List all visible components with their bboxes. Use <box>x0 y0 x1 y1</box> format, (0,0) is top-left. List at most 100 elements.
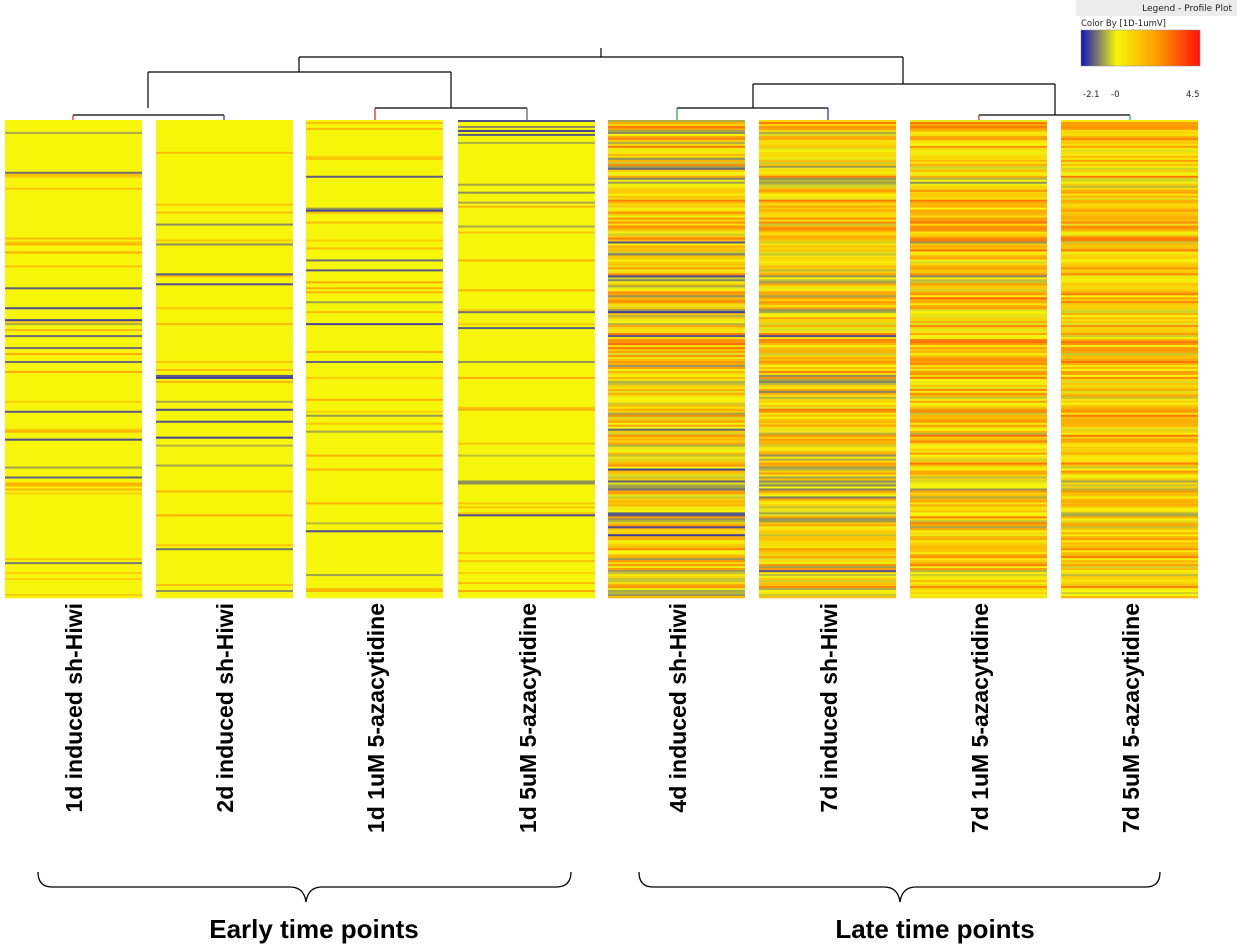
heatmap-cell <box>608 219 745 222</box>
heatmap-cell <box>458 275 595 278</box>
heatmap-cell <box>5 245 142 248</box>
heatmap-cell <box>759 249 896 252</box>
heatmap-cell <box>759 546 896 549</box>
heatmap-cell <box>5 566 142 569</box>
heatmap-cell <box>5 237 142 240</box>
heatmap-cell <box>910 319 1047 322</box>
heatmap-cell <box>1061 524 1198 527</box>
heatmap-cell <box>608 434 745 437</box>
heatmap-cell <box>1061 293 1198 296</box>
column-label-4: 1d 5uM 5-azacytidine <box>515 603 541 833</box>
heatmap-cell <box>759 203 896 206</box>
heatmap-cell <box>759 446 896 449</box>
heatmap-cell <box>5 466 142 469</box>
heatmap-cell <box>1061 187 1198 191</box>
heatmap-cell <box>306 271 443 274</box>
heatmap-cell <box>306 177 443 181</box>
heatmap-cell <box>156 257 293 260</box>
heatmap-cell <box>156 355 293 358</box>
heatmap-cell <box>608 386 745 390</box>
heatmap-cell <box>608 263 745 266</box>
heatmap-cell <box>458 265 595 268</box>
heatmap-cell <box>1061 193 1198 196</box>
heatmap-cell <box>156 347 293 350</box>
heatmap-cell <box>1061 359 1198 362</box>
heatmap-cell <box>608 514 745 517</box>
heatmap-cell <box>759 213 896 216</box>
heatmap-cell <box>910 392 1047 396</box>
heatmap-cell <box>156 275 293 278</box>
heatmap-cell <box>1061 221 1198 224</box>
heatmap-cell <box>5 297 142 300</box>
heatmap-cell <box>306 428 443 431</box>
heatmap-cell <box>458 143 595 147</box>
heatmap-cell <box>1061 205 1198 208</box>
heatmap-cell <box>156 468 293 471</box>
heatmap-cell <box>910 364 1047 368</box>
heatmap-cell <box>910 191 1047 194</box>
heatmap-cell <box>458 221 595 224</box>
heatmap-cell <box>759 438 896 441</box>
heatmap-cell <box>1061 247 1198 250</box>
heatmap-cell <box>156 259 293 262</box>
heatmap-cell <box>910 175 1047 179</box>
heatmap-cell <box>1061 392 1198 396</box>
heatmap-cell <box>306 556 443 559</box>
heatmap-cell <box>759 229 896 232</box>
heatmap-cell <box>306 339 443 342</box>
heatmap-cell <box>910 452 1047 455</box>
heatmap-cell <box>759 522 896 525</box>
heatmap-cell <box>156 550 293 553</box>
heatmap-cell <box>759 161 896 165</box>
heatmap-cell <box>1061 163 1198 167</box>
heatmap-cell <box>759 279 896 282</box>
heatmap-cell <box>759 510 896 513</box>
heatmap-cell <box>458 151 595 155</box>
heatmap-cell <box>759 131 896 135</box>
heatmap-cell <box>759 436 896 439</box>
heatmap-cell <box>5 574 142 577</box>
heatmap-cell <box>156 331 293 334</box>
heatmap-cell <box>156 558 293 561</box>
heatmap-cell <box>608 576 745 579</box>
heatmap-cell <box>1061 382 1198 386</box>
heatmap-cell <box>1061 556 1198 559</box>
heatmap-cell <box>608 120 745 123</box>
heatmap-cell <box>5 163 142 167</box>
heatmap-cell <box>306 351 443 354</box>
heatmap-cell <box>458 277 595 280</box>
heatmap-cell <box>458 422 595 426</box>
heatmap-cell <box>1061 590 1198 593</box>
heatmap-cell <box>458 245 595 248</box>
heatmap-cell <box>156 364 293 368</box>
heatmap-cell <box>759 243 896 246</box>
heatmap-cell <box>156 394 293 398</box>
heatmap-cell <box>608 422 745 426</box>
heatmap-cell <box>910 201 1047 204</box>
heatmap-cell <box>608 181 745 185</box>
heatmap-cell <box>5 384 142 388</box>
heatmap-cell <box>306 588 443 591</box>
heatmap-cell <box>759 562 896 565</box>
heatmap-cell <box>910 566 1047 569</box>
heatmap-cell <box>1061 442 1198 445</box>
heatmap-cell <box>1061 532 1198 535</box>
heatmap-cell <box>458 123 595 127</box>
heatmap-cell <box>458 227 595 230</box>
heatmap-cell <box>910 432 1047 435</box>
heatmap-cell <box>306 239 443 242</box>
heatmap-cell <box>458 169 595 173</box>
heatmap-cell <box>759 576 896 579</box>
heatmap-cell <box>759 135 896 139</box>
heatmap-cell <box>458 522 595 525</box>
heatmap-cell <box>759 273 896 276</box>
heatmap-cell <box>608 414 745 418</box>
heatmap-cell <box>608 343 745 346</box>
heatmap-cell <box>306 438 443 441</box>
heatmap-cell <box>759 490 896 493</box>
heatmap-cell <box>5 472 142 475</box>
heatmap-cell <box>306 562 443 565</box>
heatmap-cell <box>458 195 595 198</box>
heatmap-cell <box>608 492 745 495</box>
heatmap-cell <box>5 424 142 428</box>
